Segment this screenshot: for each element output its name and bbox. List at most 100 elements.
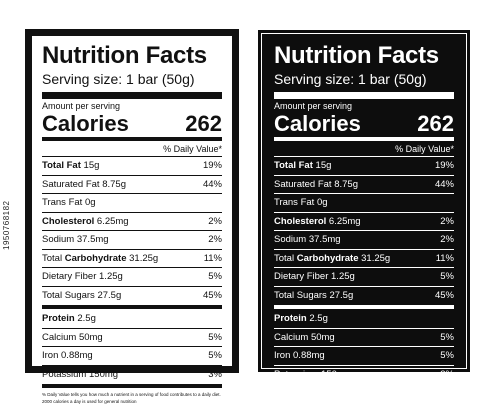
nutrient-daily-value: 3% bbox=[208, 368, 222, 380]
nutrient-amount: 1.25g bbox=[331, 271, 355, 282]
amount-per-serving: Amount per serving bbox=[42, 101, 121, 111]
label-title: Nutrition Facts bbox=[274, 42, 439, 69]
nutrient-row: Protein 2.5g bbox=[274, 310, 454, 328]
medium-divider bbox=[274, 137, 454, 141]
nutrient-bold-name: Carbohydrate bbox=[296, 252, 359, 264]
nutrient-amount: 37.5mg bbox=[308, 234, 341, 245]
thin-divider bbox=[42, 193, 222, 194]
nutrient-row: Calcium 50mg 5% bbox=[42, 329, 222, 347]
medium-divider bbox=[274, 305, 454, 309]
nutrient-name: Calcium 50mg bbox=[42, 329, 103, 347]
nutrient-bold-name: Total Fat bbox=[42, 160, 81, 171]
nutrient-plain-name: Total Sugars bbox=[274, 289, 327, 301]
nutrient-bold-name: Total Fat bbox=[274, 160, 313, 171]
nutrient-daily-value: 5% bbox=[208, 271, 222, 282]
nutrient-name: Cholesterol 6.25mg bbox=[42, 213, 129, 231]
nutrient-daily-value: 44% bbox=[202, 178, 222, 190]
nutrient-row: Trans Fat 0g bbox=[274, 194, 454, 212]
nutrient-amount: 27.5g bbox=[329, 289, 354, 301]
nutrient-amount: 6.25mg bbox=[96, 215, 129, 227]
daily-value-header: % Daily Value* bbox=[395, 144, 454, 154]
nutrient-daily-value: 45% bbox=[202, 289, 222, 301]
nutrient-row: Dietary Fiber 1.25g 5% bbox=[274, 268, 454, 286]
nutrient-row: Total Carbohydrate 31.25g 11% bbox=[274, 250, 454, 268]
thin-divider bbox=[274, 248, 454, 250]
nutrient-name: Potassium 150mg bbox=[274, 366, 350, 384]
nutrient-daily-value: 45% bbox=[434, 289, 454, 301]
nutrient-amount: 27.5g bbox=[97, 289, 122, 301]
nutrient-daily-value: 2% bbox=[440, 234, 454, 245]
nutrient-name: Total Carbohydrate 31.25g bbox=[42, 250, 158, 268]
nutrient-amount: 150mg bbox=[321, 368, 351, 380]
nutrient-plain-name: Iron bbox=[274, 350, 291, 361]
nutrient-row: Potassium 150mg 3% bbox=[42, 366, 222, 384]
nutrient-row: Trans Fat 0g bbox=[42, 194, 222, 212]
nutrient-row: Potassium 150mg 3% bbox=[274, 366, 454, 384]
amount-per-serving: Amount per serving bbox=[274, 101, 353, 111]
footnote: % Daily Value tells you how much a nutri… bbox=[42, 392, 221, 404]
nutrient-row: Iron 0.88mg 5% bbox=[274, 347, 454, 365]
nutrient-bold-name: Carbohydrate bbox=[64, 252, 127, 264]
thin-divider bbox=[42, 174, 222, 176]
nutrient-amount: 0.88mg bbox=[61, 350, 93, 361]
nutrient-daily-value: 2% bbox=[208, 215, 222, 227]
nutrient-daily-value: 5% bbox=[208, 350, 222, 361]
nutrient-name: Calcium 50mg bbox=[274, 329, 335, 347]
nutrient-daily-value: 2% bbox=[208, 234, 222, 245]
nutrient-amount: 8.75g bbox=[334, 178, 358, 190]
nutrient-plain-name: Potassium bbox=[274, 368, 319, 380]
nutrient-plain-name: Trans Fat bbox=[42, 197, 83, 208]
nutrient-row: Total Sugars 27.5g 45% bbox=[274, 287, 454, 305]
nutrient-name: Total Sugars 27.5g bbox=[42, 287, 121, 305]
nutrient-prefix: Total bbox=[274, 252, 295, 264]
nutrient-name: Iron 0.88mg bbox=[42, 347, 93, 365]
nutrient-daily-value: 5% bbox=[440, 271, 454, 282]
nutrient-amount: 0g bbox=[316, 197, 328, 208]
thin-divider bbox=[274, 211, 454, 213]
nutrient-row: Total Fat 15g 19% bbox=[274, 157, 454, 175]
nutrient-name: Total Fat 15g bbox=[274, 157, 331, 175]
nutrient-name: Saturated Fat 8.75g bbox=[274, 176, 358, 194]
nutrient-amount: 150mg bbox=[89, 368, 119, 380]
thin-divider bbox=[42, 230, 222, 231]
nutrient-name: Saturated Fat 8.75g bbox=[42, 176, 126, 194]
label-title: Nutrition Facts bbox=[42, 42, 207, 69]
calories-value: 262 bbox=[185, 111, 222, 136]
nutrient-amount: 37.5mg bbox=[76, 234, 109, 245]
nutrient-daily-value: 5% bbox=[208, 331, 222, 343]
nutrient-daily-value: 11% bbox=[203, 252, 222, 264]
nutrient-amount: 2.5g bbox=[77, 313, 96, 324]
nutrient-name: Sodium 37.5mg bbox=[274, 231, 341, 249]
nutrient-list: Total Fat 15g 19% Saturated Fat 8.75g 44% Tr… bbox=[274, 157, 454, 383]
nutrient-plain-name: Sodium bbox=[42, 234, 75, 245]
nutrient-row: Saturated Fat 8.75g 44% bbox=[42, 176, 222, 194]
nutrient-daily-value: 44% bbox=[434, 178, 454, 190]
nutrient-amount: 15g bbox=[83, 160, 100, 171]
nutrient-name: Dietary Fiber 1.25g bbox=[42, 268, 123, 286]
nutrient-daily-value: 2% bbox=[440, 215, 454, 227]
nutrient-plain-name: Iron bbox=[42, 350, 59, 361]
nutrient-amount: 15g bbox=[315, 160, 332, 171]
nutrient-daily-value: 19% bbox=[202, 160, 222, 171]
nutrient-row: Protein 2.5g bbox=[42, 310, 222, 328]
nutrient-name: Trans Fat 0g bbox=[274, 194, 328, 212]
thin-divider bbox=[42, 267, 222, 268]
nutrient-amount: 2.5g bbox=[309, 313, 328, 324]
thin-divider bbox=[42, 285, 222, 287]
stock-image-id: 1950768182 bbox=[2, 200, 11, 251]
thick-divider bbox=[274, 92, 454, 99]
nutrient-amount: 8.75g bbox=[102, 178, 126, 190]
nutrient-name: Cholesterol 6.25mg bbox=[274, 213, 361, 231]
nutrient-row: Saturated Fat 8.75g 44% bbox=[274, 176, 454, 194]
thin-divider bbox=[42, 346, 222, 347]
thin-divider bbox=[274, 230, 454, 231]
calories-label: Calories bbox=[274, 111, 361, 136]
thin-divider bbox=[42, 248, 222, 250]
nutrition-label-light: Nutrition Facts Serving size: 1 bar (50g… bbox=[25, 29, 239, 404]
nutrient-plain-name: Potassium bbox=[42, 368, 87, 380]
nutrient-plain-name: Saturated Fat bbox=[274, 178, 332, 190]
nutrition-label-dark: Nutrition Facts Serving size: 1 bar (50g… bbox=[258, 30, 470, 404]
nutrient-daily-value: 11% bbox=[435, 252, 454, 264]
nutrient-name: Protein 2.5g bbox=[274, 310, 328, 328]
nutrient-name: Total Fat 15g bbox=[42, 157, 99, 175]
